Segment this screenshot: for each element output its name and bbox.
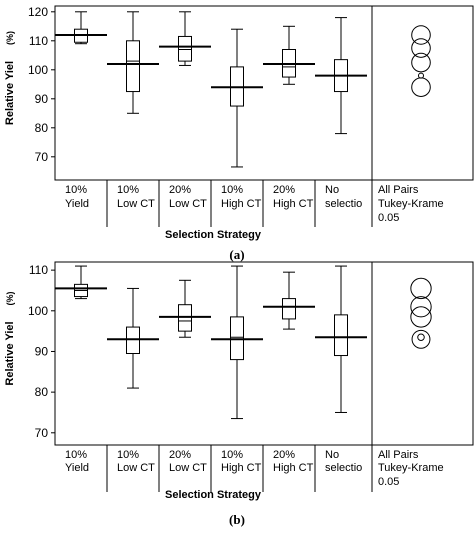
comparison-label: Tukey-Krame	[378, 462, 444, 474]
comparison-label: All Pairs	[378, 449, 419, 461]
x-tick-label: 10%	[117, 184, 139, 196]
x-tick-label: 10%	[65, 184, 87, 196]
comparison-label: 0.05	[378, 476, 399, 488]
panel-label: (a)	[229, 247, 244, 262]
x-axis-label: Selection Strategy	[165, 489, 262, 501]
comparison-circle	[410, 306, 432, 328]
x-tick-label: No	[325, 449, 339, 461]
y-tick-label: 100	[28, 304, 48, 318]
y-tick-label: 80	[35, 385, 49, 399]
x-tick-label: No	[325, 184, 339, 196]
box-iqr	[230, 316, 244, 361]
x-tick-label: 10%	[221, 184, 243, 196]
comparison-circle	[411, 25, 431, 45]
box-iqr	[178, 304, 192, 332]
x-tick-label: selectio	[325, 462, 362, 474]
x-tick-label: 20%	[169, 184, 191, 196]
x-tick-label: Low CT	[117, 198, 155, 210]
x-tick-label: Low CT	[117, 462, 155, 474]
comparison-circle	[411, 52, 431, 73]
box-iqr	[282, 298, 296, 320]
box-iqr	[178, 35, 192, 62]
comparison-circle	[411, 38, 431, 58]
x-tick-label: High CT	[221, 462, 262, 474]
y-tick-label: 90	[35, 92, 49, 106]
x-tick-label: 10%	[65, 449, 87, 461]
x-tick-label: High CT	[273, 462, 314, 474]
box-iqr	[334, 314, 348, 357]
comparison-label: All Pairs	[378, 184, 419, 196]
box-iqr	[126, 40, 140, 93]
comparison-label: 0.05	[378, 212, 399, 224]
comparison-circle	[410, 277, 432, 300]
y-axis-label: Relative Yiel	[4, 61, 16, 125]
x-axis-label: Selection Strategy	[165, 229, 262, 241]
y-tick-label: 90	[35, 344, 49, 358]
x-tick-label: 20%	[273, 449, 295, 461]
y-tick-label: 80	[35, 121, 49, 135]
comparison-label: Tukey-Krame	[378, 198, 444, 210]
x-tick-label: High CT	[273, 198, 314, 210]
y-axis-label: Relative Yiel	[4, 321, 16, 385]
comparison-circle	[410, 296, 432, 318]
x-tick-label: High CT	[221, 198, 262, 210]
y-axis-unit: (%)	[5, 31, 15, 45]
comparison-circle	[411, 77, 431, 97]
x-tick-label: Low CT	[169, 462, 207, 474]
comparison-circle	[418, 72, 424, 79]
y-tick-label: 70	[35, 426, 49, 440]
y-tick-label: 110	[29, 263, 48, 277]
plot-frame	[54, 5, 474, 181]
chart-panel-a: 70 80 90 100 110 120 Relative Yiel (%) 10% Yield 1…	[4, 5, 474, 262]
box-iqr	[126, 326, 140, 355]
x-tick-label: 20%	[169, 449, 191, 461]
plot-frame	[54, 261, 474, 446]
x-tick-label: 20%	[273, 184, 295, 196]
panel-label: (b)	[229, 512, 245, 527]
x-tick-label: Low CT	[169, 198, 207, 210]
y-tick-label: 120	[28, 5, 48, 19]
x-tick-label: selectio	[325, 198, 362, 210]
x-tick-label: 10%	[117, 449, 139, 461]
y-tick-label: 110	[29, 34, 48, 48]
y-axis-unit: (%)	[5, 292, 15, 306]
comparison-circle	[411, 329, 431, 349]
x-tick-label: Yield	[65, 462, 89, 474]
y-tick-label: 100	[28, 63, 48, 77]
comparison-circle	[417, 333, 425, 341]
x-tick-label: Yield	[65, 198, 89, 210]
y-tick-label: 70	[35, 150, 49, 164]
x-tick-label: 10%	[221, 449, 243, 461]
